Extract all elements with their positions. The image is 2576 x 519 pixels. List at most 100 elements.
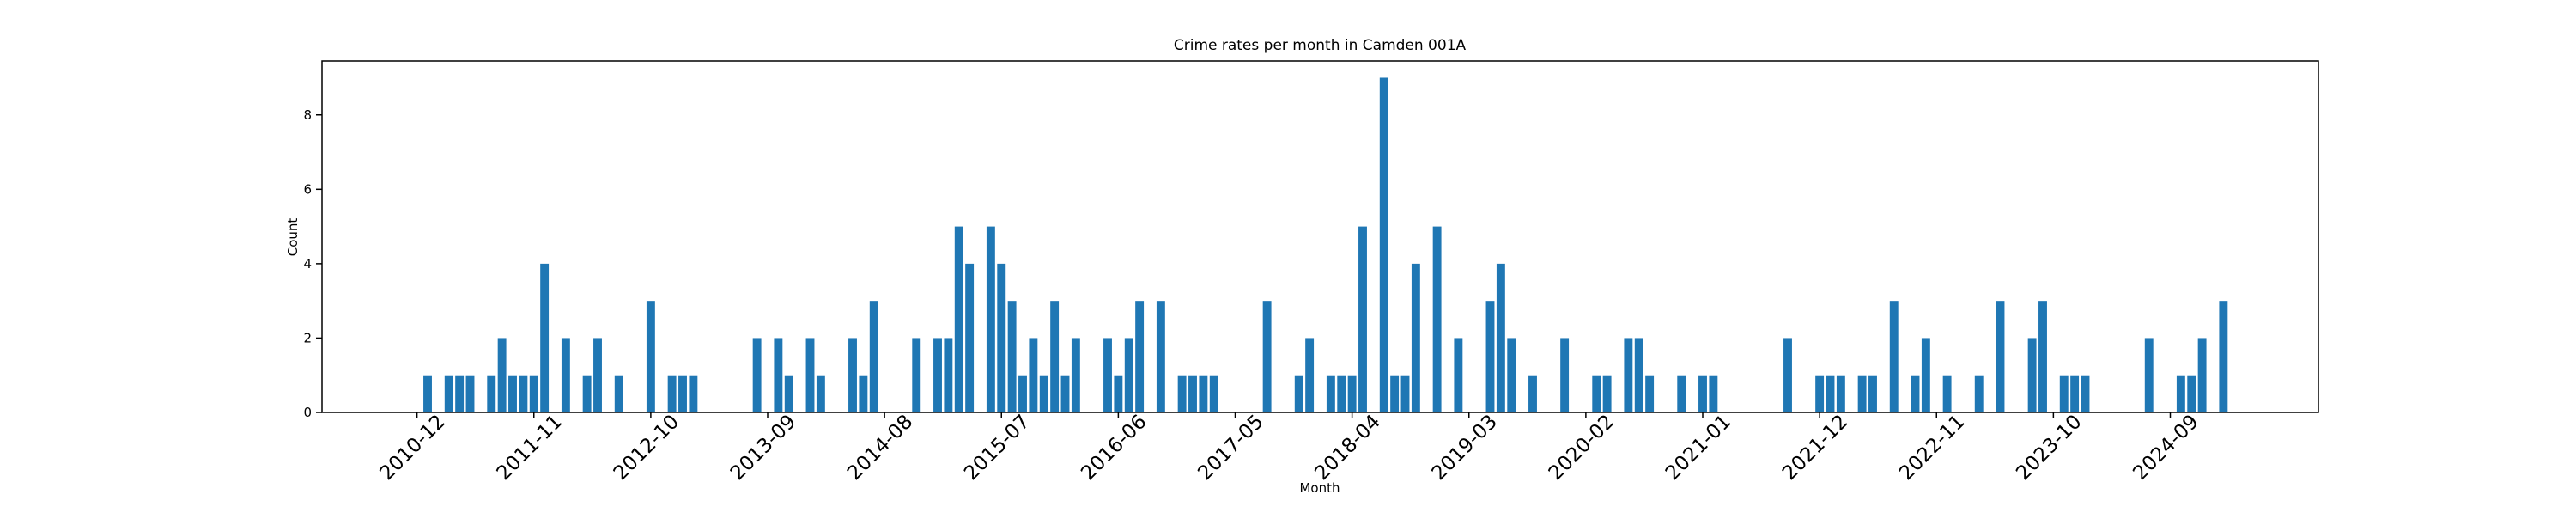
bar xyxy=(1857,375,1867,412)
plot-frame xyxy=(321,60,2319,413)
bar xyxy=(1815,375,1825,412)
bar xyxy=(752,338,762,412)
bar xyxy=(954,226,963,412)
bar xyxy=(1560,338,1570,412)
bar xyxy=(997,263,1006,412)
bar xyxy=(2027,338,2037,412)
bar xyxy=(1709,375,1718,412)
x-tick-label: 2020-02 xyxy=(1545,411,1619,485)
x-tick-label: 2010-12 xyxy=(376,411,450,485)
x-tick-label: 2021-12 xyxy=(1778,411,1852,485)
x-tick-label: 2016-06 xyxy=(1077,411,1151,485)
bar xyxy=(933,338,942,412)
x-tick-label: 2018-04 xyxy=(1311,411,1385,485)
bar xyxy=(1103,338,1112,412)
bar xyxy=(1039,375,1048,412)
bar xyxy=(1836,375,1845,412)
bar xyxy=(1177,375,1187,412)
bar xyxy=(423,375,432,412)
bar xyxy=(784,375,793,412)
bar xyxy=(2197,338,2207,412)
bar xyxy=(1868,375,1877,412)
bar xyxy=(1942,375,1952,412)
bar xyxy=(667,375,677,412)
y-tick-label: 6 xyxy=(303,181,312,197)
bar xyxy=(1188,375,1197,412)
bar xyxy=(455,375,465,412)
bar xyxy=(869,301,878,412)
bar xyxy=(1400,375,1410,412)
bar xyxy=(1592,375,1601,412)
bar xyxy=(1135,301,1145,412)
bar xyxy=(1156,301,1165,412)
bar xyxy=(816,375,825,412)
y-axis-label: Count xyxy=(285,218,301,257)
x-tick-label: 2014-08 xyxy=(843,411,917,485)
y-tick-label: 8 xyxy=(303,107,312,123)
bar xyxy=(1677,375,1686,412)
x-tick-label: 2015-07 xyxy=(960,411,1034,485)
bar xyxy=(986,226,995,412)
bar xyxy=(1889,301,1899,412)
bar xyxy=(1698,375,1707,412)
bar xyxy=(944,338,953,412)
bar xyxy=(1432,226,1442,412)
x-tick-label: 2017-05 xyxy=(1194,411,1267,485)
bar xyxy=(1496,263,1505,412)
x-tick-label: 2021-01 xyxy=(1662,411,1735,485)
bar xyxy=(487,375,496,412)
bar xyxy=(1485,301,1495,412)
bar xyxy=(1826,375,1835,412)
bar xyxy=(774,338,783,412)
bar xyxy=(508,375,517,412)
bar xyxy=(912,338,921,412)
bar xyxy=(1358,226,1367,412)
bar xyxy=(1624,338,1633,412)
bar xyxy=(1347,375,1357,412)
bar xyxy=(1974,375,1984,412)
bar xyxy=(1071,338,1080,412)
bar xyxy=(529,375,538,412)
bar xyxy=(1124,338,1133,412)
bar xyxy=(1199,375,1208,412)
y-tick-label: 2 xyxy=(303,330,312,345)
bar xyxy=(2038,301,2047,412)
x-tick-label: 2011-11 xyxy=(493,411,567,485)
bar xyxy=(1326,375,1335,412)
bar xyxy=(1029,338,1038,412)
bar xyxy=(1294,375,1303,412)
bar xyxy=(1007,301,1017,412)
bar xyxy=(1634,338,1643,412)
chart-title: Crime rates per month in Camden 001A xyxy=(1174,37,1467,54)
x-tick-label: 2023-10 xyxy=(2012,411,2086,485)
bar xyxy=(859,375,868,412)
bar xyxy=(1645,375,1655,412)
bar xyxy=(2187,375,2196,412)
bar xyxy=(805,338,815,412)
bar xyxy=(1379,77,1388,412)
bar xyxy=(465,375,475,412)
bar xyxy=(614,375,623,412)
bar xyxy=(1911,375,1920,412)
bar xyxy=(1305,338,1315,412)
bar xyxy=(646,301,655,412)
bar xyxy=(1060,375,1070,412)
bar xyxy=(1050,301,1060,412)
bar xyxy=(965,263,975,412)
bar xyxy=(2219,301,2228,412)
bar xyxy=(848,338,857,412)
bar xyxy=(540,263,550,412)
bar xyxy=(689,375,698,412)
bar xyxy=(561,338,570,412)
bar xyxy=(1454,338,1463,412)
bar xyxy=(1411,263,1420,412)
x-tick-label: 2013-09 xyxy=(726,411,800,485)
bar xyxy=(444,375,453,412)
bar xyxy=(2144,338,2154,412)
bar xyxy=(1921,338,1930,412)
bar xyxy=(582,375,592,412)
x-tick-label: 2024-09 xyxy=(2129,411,2202,485)
bar xyxy=(1337,375,1346,412)
